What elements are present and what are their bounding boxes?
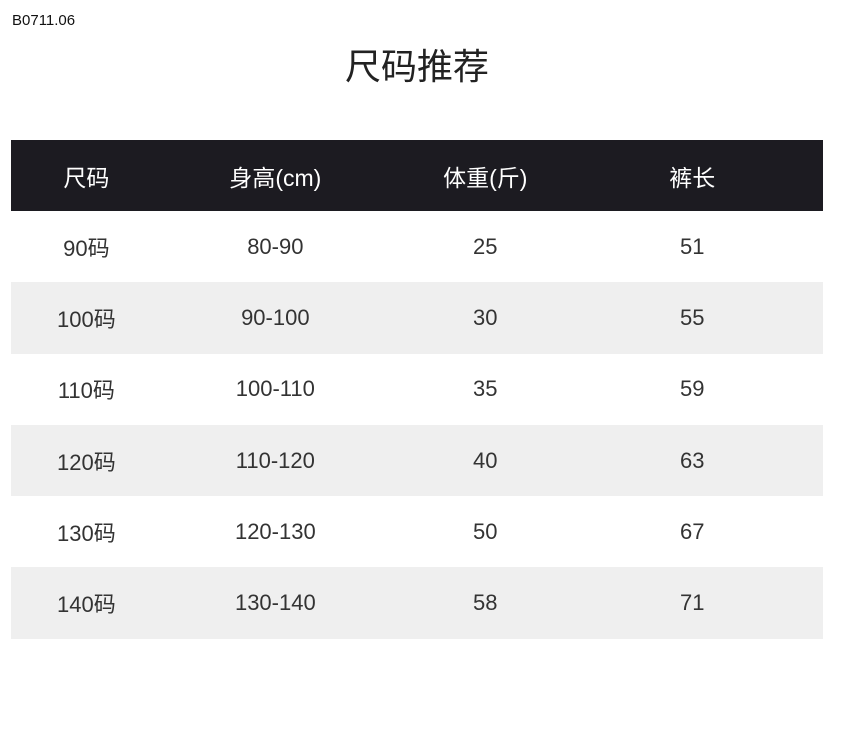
product-code: B0711.06 [12,12,76,29]
cell-height: 80-90 [247,233,304,259]
header-weight: 体重(斤) [443,164,528,191]
cell-height: 90-100 [241,304,310,330]
cell-weight: 30 [472,304,498,330]
header-size: 尺码 [63,164,110,191]
header-length: 裤长 [669,164,716,191]
table-row: 140码 130-140 58 71 [11,567,823,639]
cell-weight: 40 [472,447,498,473]
cell-size: 120码 [57,449,116,475]
cell-length: 63 [680,447,705,473]
cell-size: 140码 [57,592,116,618]
cell-height: 110-120 [235,447,315,473]
header-height: 身高(cm) [229,164,322,191]
page-title: 尺码推荐 [344,46,489,87]
cell-weight: 35 [472,376,498,402]
cell-height: 130-140 [234,590,316,616]
cell-weight: 58 [472,590,498,616]
table-row: 130码 120-130 50 67 [11,496,823,567]
cell-length: 67 [680,518,705,544]
cell-size: 110码 [57,378,115,404]
cell-weight: 50 [472,518,498,544]
cell-weight: 25 [472,233,498,259]
cell-height: 120-130 [234,518,316,544]
cell-size: 100码 [57,306,116,332]
cell-length: 59 [680,376,705,402]
size-table: 尺码 身高(cm) 体重(斤) 裤长 90码 80-90 25 51 100码 90-10… [11,140,823,639]
table-row: 110码 100-110 35 59 [11,354,823,425]
cell-length: 71 [680,590,705,616]
cell-height: 100-110 [235,376,315,402]
table-row: 120码 110-120 40 63 [11,424,823,497]
table-row: 100码 90-100 30 55 [11,282,823,354]
table-row: 90码 80-90 25 51 [11,211,823,282]
cell-size: 90码 [63,235,110,261]
cell-size: 130码 [57,520,116,546]
cell-length: 51 [680,233,705,259]
cell-length: 55 [680,304,705,330]
table-header: 尺码 身高(cm) 体重(斤) 裤长 [11,140,823,211]
